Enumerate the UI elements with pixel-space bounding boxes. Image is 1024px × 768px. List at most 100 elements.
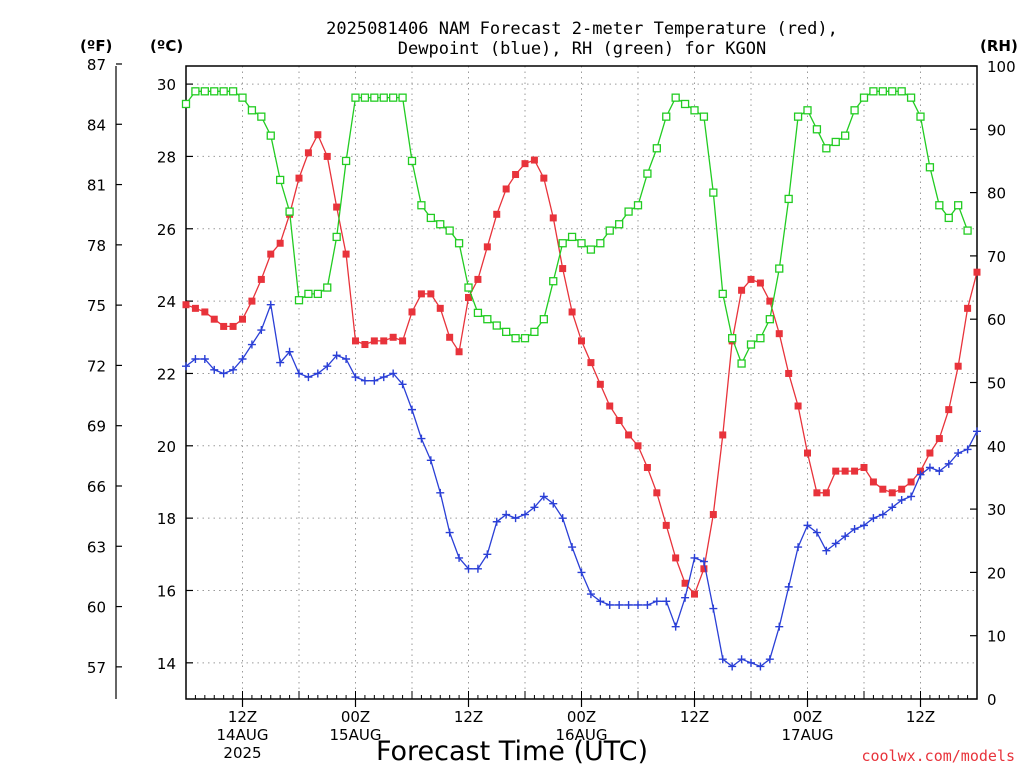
dewpoint-point (219, 369, 228, 378)
temperature-point (342, 250, 350, 258)
rh-point (652, 144, 661, 153)
rh-point (530, 327, 539, 337)
dewpoint-point (897, 496, 906, 505)
temperature-point (220, 322, 228, 330)
temperature-point (681, 579, 689, 587)
temperature-point (926, 449, 934, 457)
rh-point (577, 239, 586, 248)
rh-point (596, 239, 605, 248)
dewpoint-point (794, 543, 803, 552)
dewpoint-point (200, 354, 209, 363)
temperature-point (455, 348, 463, 356)
rh-point (304, 289, 313, 299)
celsius-tick-label: 24 (157, 293, 176, 311)
rh-tick-label: 50 (987, 375, 1006, 393)
temperature-point (634, 442, 642, 450)
temperature-point (483, 243, 491, 251)
rh-point (728, 334, 737, 343)
dewpoint-point (379, 373, 388, 382)
rh-point (963, 226, 972, 235)
dewpoint-point (210, 365, 219, 374)
dewpoint-point (492, 517, 501, 526)
fahrenheit-tick-label: 81 (87, 177, 106, 195)
credit-text: coolwx.com/models (861, 747, 1015, 765)
dewpoint-point (483, 550, 492, 559)
temperature-point (935, 435, 943, 443)
dewpoint-point (690, 553, 699, 562)
rh-tick-label: 70 (987, 248, 1006, 266)
temperature-point (314, 131, 322, 139)
temperature-point (191, 304, 199, 312)
dewpoint-point (935, 467, 944, 476)
temperature-point (700, 565, 708, 573)
dewpoint-point (276, 358, 285, 367)
temperature-point (380, 337, 388, 345)
temperature-point (860, 464, 868, 472)
dewpoint-point (747, 658, 755, 667)
dewpoint-point (408, 405, 416, 414)
fahrenheit-tick-label: 57 (87, 659, 106, 677)
celsius-tick-label: 22 (157, 365, 176, 383)
rh-point (379, 93, 388, 102)
rh-point (954, 201, 963, 210)
temperature-point (229, 322, 237, 330)
dewpoint-point (925, 463, 934, 472)
rh-point (925, 163, 935, 172)
temperature-point (945, 406, 953, 414)
temperature-point (709, 511, 717, 519)
dewpoint-point (313, 369, 322, 378)
dewpoint-point (605, 600, 614, 609)
rh-line (185, 90, 969, 366)
dewpoint-point (624, 600, 633, 609)
rh-point (897, 87, 906, 96)
rh-point (784, 194, 793, 204)
temperature-point (587, 359, 595, 367)
rh-point (219, 87, 228, 96)
dewpoint-point (295, 369, 303, 378)
rh-point (426, 213, 435, 223)
rh-point (181, 99, 191, 109)
rh-tick-label: 40 (987, 438, 1006, 456)
dewpoint-point (765, 655, 774, 664)
x-tick-label: 12Z (228, 708, 257, 726)
celsius-tick-label: 20 (157, 438, 176, 456)
rh-point (464, 283, 473, 292)
rh-point (511, 334, 520, 343)
temperature-point (662, 521, 670, 529)
temperature-point (323, 152, 331, 160)
dewpoint-point (238, 354, 247, 363)
temperature-point (879, 485, 887, 493)
dewpoint-point (831, 539, 840, 548)
temperature-point (813, 489, 821, 497)
dewpoint-point (728, 662, 737, 671)
temperature-point (474, 275, 482, 283)
dewpoint-point (191, 354, 200, 363)
dewpoint-point (266, 300, 275, 309)
rh-point (285, 207, 294, 216)
rh-point (360, 93, 370, 102)
temperature-point (549, 214, 557, 222)
rh-point (257, 112, 266, 121)
temperature-point (907, 478, 915, 486)
rh-tick-label: 60 (987, 311, 1006, 329)
dewpoint-point (577, 568, 586, 577)
x-axis-label: Forecast Time (UTC) (376, 736, 648, 767)
temperature-point (568, 308, 576, 316)
rh-point (765, 315, 774, 324)
rh-point (370, 93, 379, 102)
temperature-point (352, 337, 359, 345)
rh-point (454, 239, 464, 248)
rh-point (266, 131, 275, 140)
dewpoint-point (681, 593, 690, 602)
celsius-unit-label: (ºC) (150, 37, 183, 55)
celsius-tick-label: 14 (157, 655, 176, 673)
temperature-point (399, 337, 407, 345)
temperature-point (775, 330, 783, 338)
temperature-point (625, 431, 633, 439)
rh-tick-label: 20 (987, 564, 1006, 582)
x-tick-label: 12Z (680, 708, 709, 726)
celsius-tick-label: 30 (157, 76, 176, 94)
rh-point (238, 93, 247, 102)
temperature-point (257, 275, 265, 283)
